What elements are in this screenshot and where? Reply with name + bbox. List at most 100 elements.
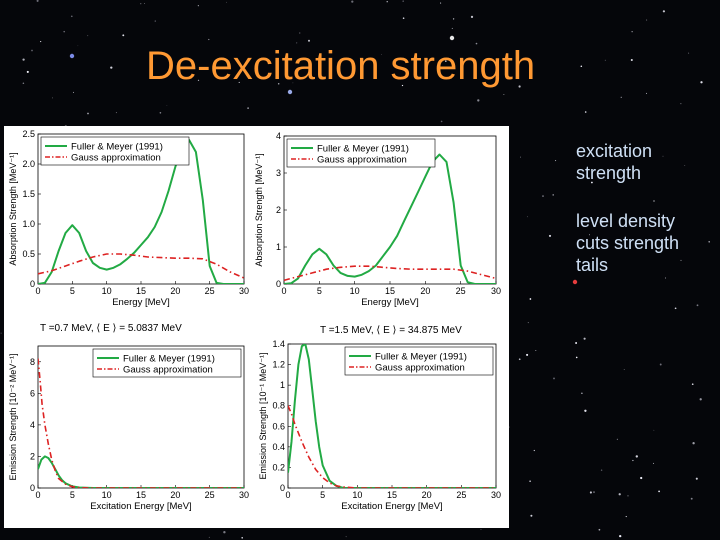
bullet-list: excitation strength level density cuts s…	[576, 140, 720, 302]
star	[653, 200, 655, 202]
y-tick-label: 3	[276, 168, 281, 178]
star	[26, 70, 29, 73]
y-axis-label: Absorption Strength [MeV⁻¹]	[254, 153, 264, 266]
star	[542, 195, 544, 198]
x-axis-label: Energy [MeV]	[361, 297, 419, 308]
y-tick-label: 1	[276, 242, 281, 252]
star	[646, 92, 647, 94]
x-tick-label: 15	[136, 490, 146, 500]
star	[238, 81, 240, 83]
star	[658, 490, 661, 493]
star	[402, 0, 404, 2]
star	[653, 462, 655, 464]
star	[440, 2, 442, 4]
star	[351, 0, 354, 3]
legend-label: Fuller & Meyer (1991)	[375, 352, 467, 363]
x-axis-label: Excitation Energy [MeV]	[341, 501, 442, 512]
star	[267, 74, 270, 78]
star	[680, 259, 682, 261]
y-tick-label: 0	[30, 483, 35, 493]
x-tick-label: 30	[491, 286, 501, 296]
x-tick-label: 25	[456, 490, 466, 500]
fuller-series-line	[288, 344, 496, 488]
legend-label: Fuller & Meyer (1991)	[123, 354, 215, 365]
star	[526, 353, 529, 356]
y-tick-label: 4	[30, 420, 35, 430]
star	[197, 5, 199, 7]
x-tick-label: 30	[491, 490, 501, 500]
star	[22, 82, 25, 84]
x-tick-label: 10	[102, 286, 112, 296]
y-tick-label: 2.0	[22, 159, 35, 169]
star	[470, 15, 474, 19]
x-tick-label: 25	[205, 286, 215, 296]
star	[526, 216, 528, 218]
star	[69, 53, 75, 59]
star	[73, 91, 74, 93]
star	[241, 537, 243, 539]
figure-panel: 0 5 10 15 20 25 30 0 0.5 1.0 1.5 2.0 2.5 Energy [MeV]…	[4, 126, 509, 528]
star	[36, 0, 39, 2]
star	[593, 491, 595, 494]
x-tick-label: 20	[422, 490, 432, 500]
star	[575, 356, 578, 359]
y-tick-label: 1.0	[22, 219, 35, 229]
legend-label: Fuller & Meyer (1991)	[71, 142, 163, 153]
star	[296, 42, 298, 44]
star	[70, 15, 73, 18]
star	[530, 514, 533, 517]
star	[381, 54, 382, 55]
star	[616, 438, 618, 440]
legend-box	[286, 138, 436, 168]
star	[533, 449, 535, 452]
temperature-annotation: T =0.7 MeV, ⟨ E ⟩ = 5.0837 MeV	[40, 323, 182, 334]
star	[477, 99, 480, 102]
y-tick-label: 0	[276, 279, 281, 289]
y-tick-label: 0.4	[272, 442, 285, 452]
star	[518, 358, 521, 361]
star	[223, 531, 226, 534]
x-tick-label: 5	[70, 286, 75, 296]
star	[632, 459, 634, 462]
star	[662, 10, 666, 13]
y-axis-label: Absorption Strength [MeV⁻¹]	[8, 152, 18, 265]
star	[630, 58, 633, 62]
star	[401, 84, 404, 87]
star	[51, 97, 53, 99]
star	[680, 103, 682, 105]
chart-3: 0 5 10 15 20 25 30 0 2 4 6 8 Excitation Energy [MeV]…	[8, 323, 249, 512]
x-tick-label: 5	[70, 490, 75, 500]
star	[604, 59, 606, 61]
x-tick-label: 15	[385, 286, 395, 296]
star	[445, 60, 447, 62]
star	[627, 495, 629, 497]
star	[699, 398, 702, 401]
x-tick-label: 10	[350, 286, 360, 296]
legend-box	[344, 346, 494, 376]
star	[197, 79, 200, 82]
star	[572, 279, 578, 285]
star	[665, 277, 666, 279]
star	[449, 35, 455, 41]
star	[691, 383, 694, 386]
star	[529, 298, 532, 300]
gauss-series-line	[284, 265, 496, 282]
star	[292, 82, 294, 84]
legend-label: Gauss approximation	[375, 363, 465, 374]
star	[631, 31, 633, 33]
y-tick-label: 0	[30, 279, 35, 289]
chart-4: 0 5 10 15 20 25 30 0 0.2 0.4 0.6 0.8 1 1.2 1.4 Excitati…	[258, 325, 501, 512]
star	[619, 534, 622, 538]
star	[589, 234, 590, 236]
y-tick-label: 1	[280, 380, 285, 390]
legend-label: Gauss approximation	[317, 155, 407, 166]
star	[684, 165, 686, 166]
star	[692, 442, 695, 445]
x-tick-label: 15	[136, 286, 146, 296]
x-tick-label: 5	[320, 490, 325, 500]
y-tick-label: 2	[276, 205, 281, 215]
star	[425, 73, 429, 76]
bullet-item: excitation strength	[576, 141, 653, 183]
star	[653, 429, 655, 431]
star	[345, 536, 347, 538]
